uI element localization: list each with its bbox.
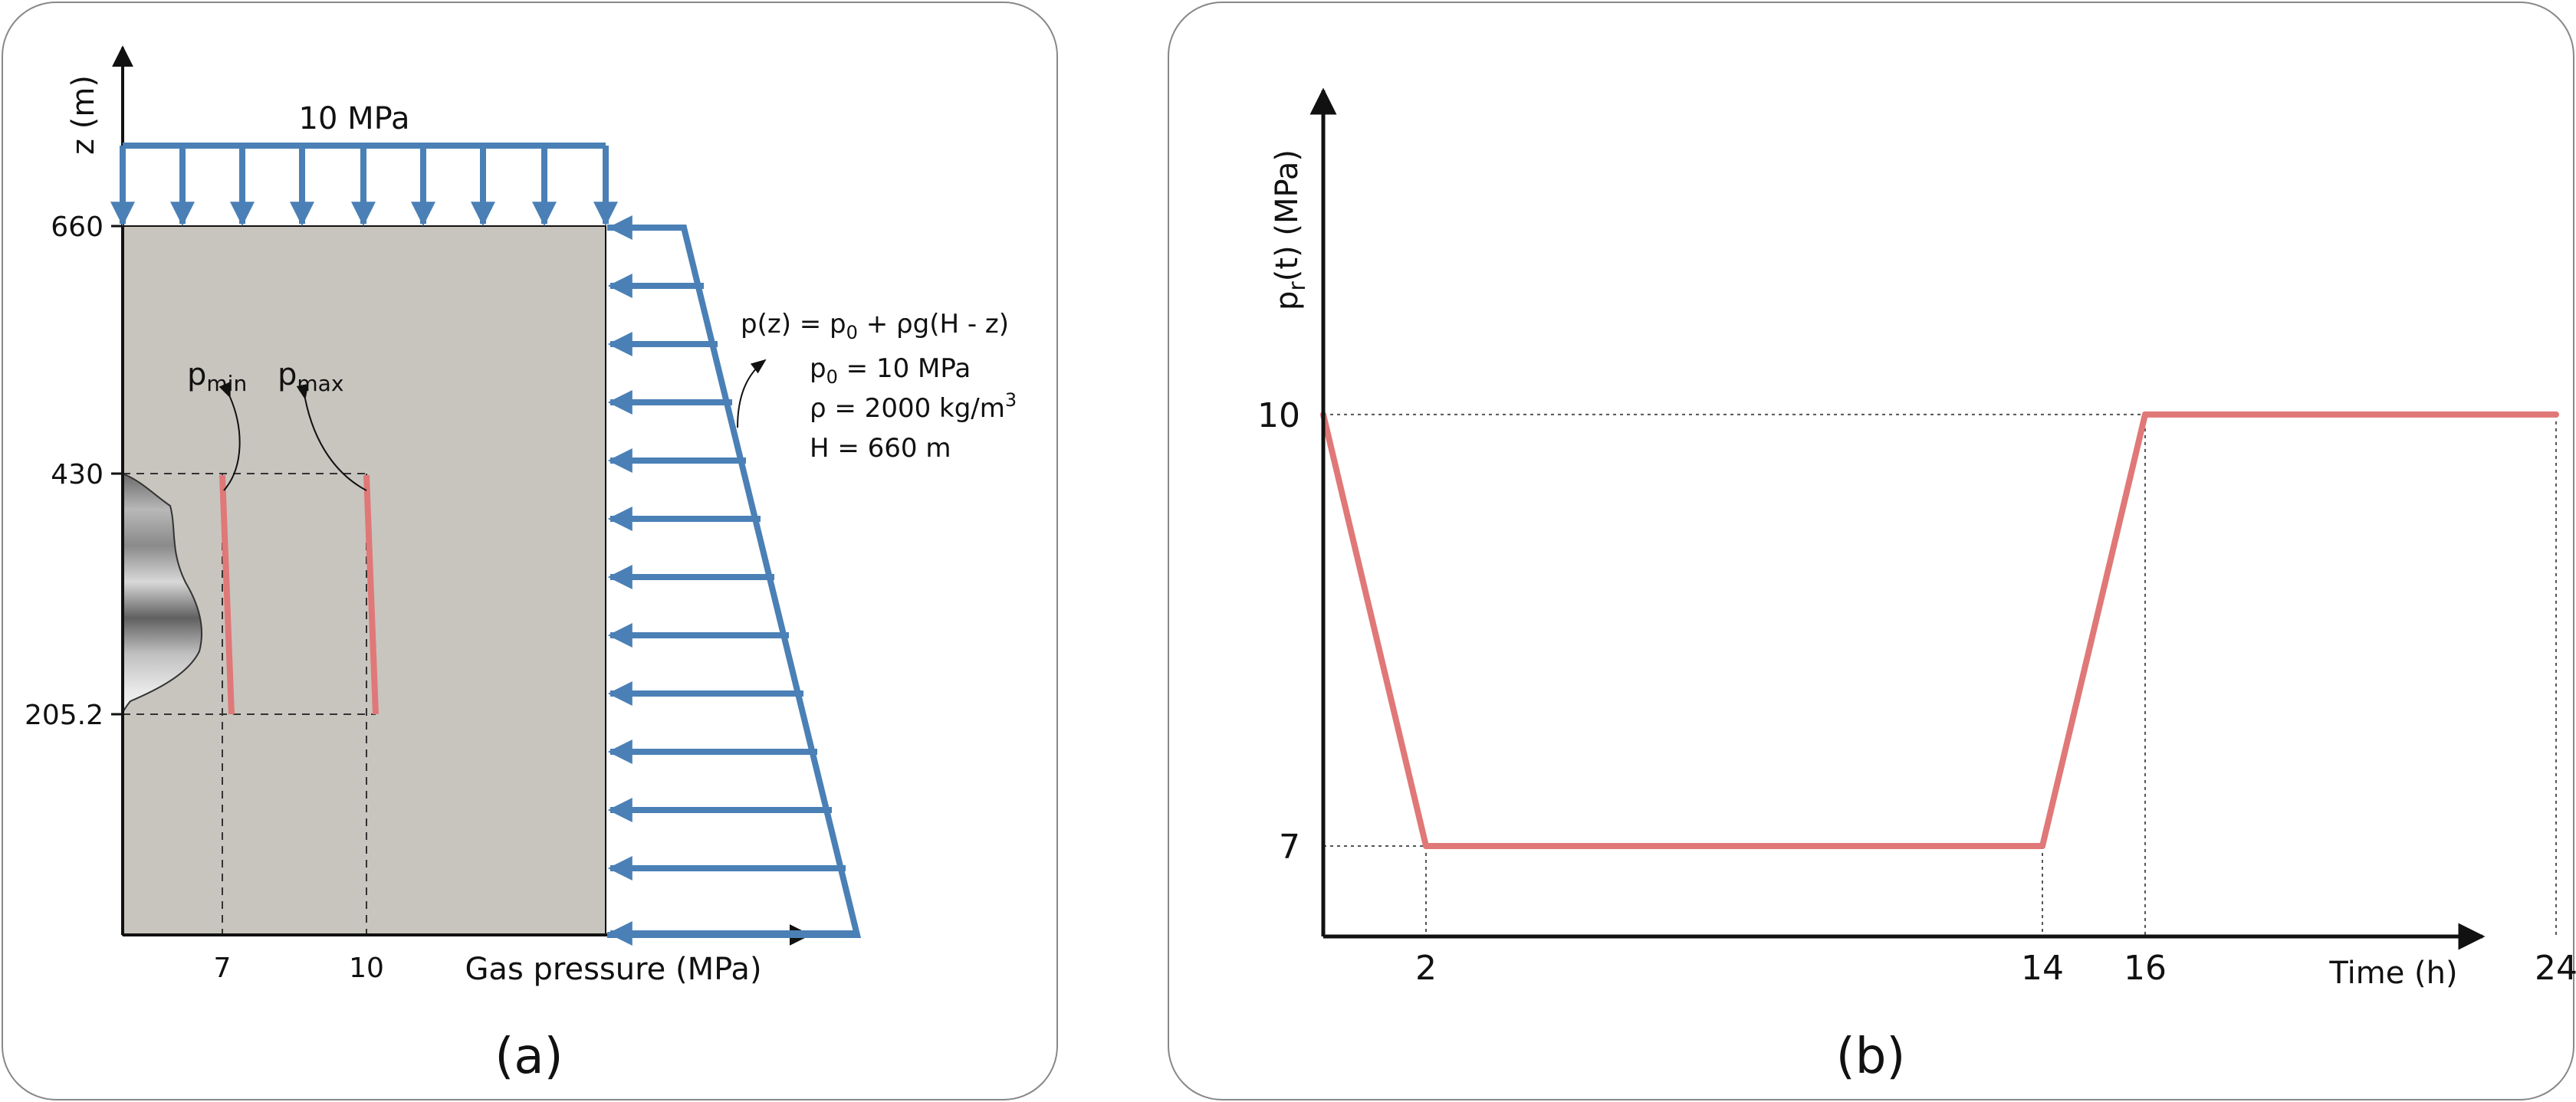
lateral-load (607, 215, 862, 946)
y-tick-label-205: 205.2 (25, 700, 104, 731)
equation-leader (737, 359, 767, 428)
top-load (110, 143, 618, 227)
x-tick-label-10: 10 (349, 953, 384, 984)
p-min-leader (219, 382, 241, 491)
y-tick-label-10: 10 (1257, 396, 1300, 435)
x-tick-label-16: 16 (2124, 949, 2167, 988)
p-max-label: pmax (278, 357, 343, 396)
equation-rho: ρ = 2000 kg/m3 (810, 389, 1017, 424)
panel-b-frame (1168, 2, 2574, 1100)
data-point-3 (2142, 411, 2148, 418)
data-point-4 (2553, 411, 2559, 418)
panel-b-x-label: Time (h) (2328, 956, 2457, 991)
cavern-shape (122, 472, 203, 715)
p-max-leader (296, 383, 367, 491)
panel-a-y-label: z (m) (66, 75, 101, 155)
top-load-label: 10 MPa (299, 101, 410, 136)
y-tick-label-7: 7 (1279, 828, 1300, 867)
p-min-line (219, 474, 235, 715)
equation-line-1: p(z) = p0 + ρg(H - z) (741, 309, 1009, 343)
data-point-2 (2039, 843, 2045, 849)
x-tick-label-24: 24 (2535, 949, 2576, 988)
y-tick-label-660: 660 (51, 212, 104, 243)
panel-b-label: (b) (1836, 1028, 1906, 1085)
x-tick-label-14: 14 (2021, 949, 2064, 988)
equation-p0: p0 = 10 MPa (810, 353, 971, 388)
x-tick-label-7: 7 (214, 953, 232, 984)
equation-h: H = 660 m (810, 433, 951, 464)
panel-a-x-label: Gas pressure (MPa) (465, 952, 761, 987)
x-tick-label-2: 2 (1415, 949, 1437, 988)
panel-b-y-label: pr(t) (MPa) (1270, 149, 1311, 310)
p-max-line (363, 474, 379, 715)
panel-a-label: (a) (495, 1028, 563, 1085)
rock-block (122, 225, 606, 936)
p-min-label: pmin (187, 357, 247, 396)
pressure-time-chart: 2 14 16 24 10 7 (1257, 396, 2576, 988)
y-tick-label-430: 430 (51, 459, 104, 490)
data-point-1 (1423, 843, 1429, 849)
